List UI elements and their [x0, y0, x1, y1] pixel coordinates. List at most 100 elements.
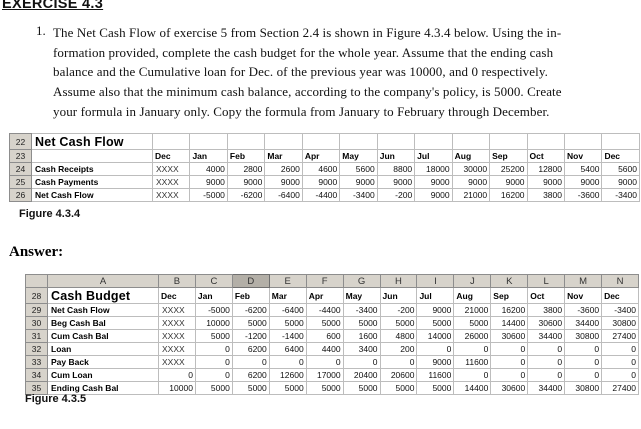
data-cell: 3800 [526, 188, 565, 202]
data-cell: 11600 [453, 355, 492, 369]
data-cell: -3600 [563, 188, 603, 202]
data-cell: 0 [194, 368, 233, 382]
month-header: Oct [527, 287, 566, 304]
month-header: Jan [194, 287, 233, 304]
column-letter: I [416, 274, 455, 288]
month-header: Mar [268, 287, 307, 304]
cash-budget-spreadsheet: A B C D E F G H I J K L M N 28 Cash Budget Dec Jan Feb Mar A… [25, 274, 639, 395]
data-cell: -3600 [564, 303, 603, 317]
data-cell: 0 [601, 355, 639, 369]
row-label: Cash Payments [31, 175, 153, 189]
month-header: Jul [414, 149, 453, 163]
data-cell: 0 [527, 355, 566, 369]
sheet-title: Cash Budget [47, 287, 159, 304]
blank-cell [226, 133, 266, 150]
column-letter: J [453, 274, 492, 288]
data-cell: 10000 [158, 381, 196, 395]
data-cell: 10000 [194, 316, 233, 330]
row-number: 34 [25, 368, 48, 382]
blank-cell [339, 133, 378, 150]
column-letter: C [194, 274, 233, 288]
data-cell: 0 [564, 355, 603, 369]
data-cell: -3400 [339, 188, 378, 202]
data-cell: 0 [453, 342, 492, 356]
month-header: Dec [151, 149, 191, 163]
row-label: Beg Cash Bal [47, 316, 159, 330]
row-label: Net Cash Flow [47, 303, 159, 317]
data-cell: 30600 [490, 381, 529, 395]
column-letter: H [379, 274, 418, 288]
data-cell: 5000 [231, 316, 270, 330]
data-cell: -5000 [194, 303, 233, 317]
data-cell: 9000 [416, 303, 455, 317]
data-cell: -1200 [231, 329, 270, 343]
data-cell: 34400 [564, 316, 603, 330]
data-cell: 6400 [268, 342, 307, 356]
data-cell: 4800 [379, 329, 418, 343]
data-cell: 5000 [268, 381, 307, 395]
data-cell: 0 [527, 368, 566, 382]
month-header: Jul [416, 287, 455, 304]
data-cell: 9000 [489, 175, 528, 189]
data-cell: -6200 [226, 188, 266, 202]
data-cell: 0 [601, 342, 639, 356]
data-cell: 0 [268, 355, 307, 369]
data-cell: 5000 [342, 316, 381, 330]
blank-cell [414, 133, 453, 150]
column-letter: F [305, 274, 344, 288]
data-cell: 5000 [342, 381, 381, 395]
blank-cell [301, 133, 341, 150]
data-cell: 20400 [342, 368, 381, 382]
data-cell: 27400 [601, 381, 639, 395]
data-cell: 20600 [379, 368, 418, 382]
data-cell: -1400 [268, 329, 307, 343]
row-number: 26 [9, 188, 32, 202]
month-header: Feb [226, 149, 266, 163]
data-cell: 0 [379, 355, 418, 369]
row-label: Cum Cash Bal [47, 329, 159, 343]
row-label: Cum Loan [47, 368, 159, 382]
blank-cell [31, 149, 153, 163]
row-label: Net Cash Flow [31, 188, 153, 202]
data-cell: -6400 [264, 188, 303, 202]
row-number: 28 [25, 287, 48, 304]
data-cell: 11600 [416, 368, 455, 382]
month-header: Jan [189, 149, 228, 163]
data-cell: 9000 [526, 175, 565, 189]
data-cell: 0 [490, 368, 529, 382]
data-cell: 3400 [342, 342, 381, 356]
data-cell: 4400 [305, 342, 344, 356]
data-cell: 0 [231, 355, 270, 369]
month-header: Nov [563, 149, 603, 163]
sheet-row: 31 Cum Cash Bal XXXX 5000 -1200 -1400 600 1600 4… [25, 329, 639, 343]
answer-label: Answer: [9, 244, 64, 260]
month-header: Sep [489, 149, 528, 163]
data-cell: 21000 [451, 188, 491, 202]
sheet-row: 25 Cash Payments XXXX 9000 9000 9000 9000 9000 9… [9, 175, 640, 189]
month-header: Dec [601, 287, 639, 304]
figure-caption-435: Figure 4.3.5 [25, 393, 87, 405]
data-cell: 6200 [231, 368, 270, 382]
month-header: Aug [453, 287, 492, 304]
row-label: Pay Back [47, 355, 159, 369]
month-header: Jun [376, 149, 416, 163]
data-cell: 0 [416, 342, 455, 356]
data-cell: 2800 [226, 162, 266, 176]
data-cell: 9000 [226, 175, 266, 189]
data-cell: 14400 [453, 381, 492, 395]
data-cell: 30800 [601, 316, 639, 330]
cash-budget-table: A B C D E F G H I J K L M N 28 Cash Budget Dec Jan Feb Mar A… [25, 274, 639, 395]
month-header: Dec [158, 287, 196, 304]
data-cell: 0 [194, 342, 233, 356]
data-cell: 30800 [564, 381, 603, 395]
data-cell: 9000 [301, 175, 341, 189]
data-cell: 5000 [268, 316, 307, 330]
data-cell: 30600 [527, 316, 566, 330]
column-letter: N [601, 274, 639, 288]
data-cell: -200 [376, 188, 416, 202]
data-cell: 25200 [489, 162, 528, 176]
data-cell: 9000 [339, 175, 378, 189]
blank-cell [376, 133, 416, 150]
